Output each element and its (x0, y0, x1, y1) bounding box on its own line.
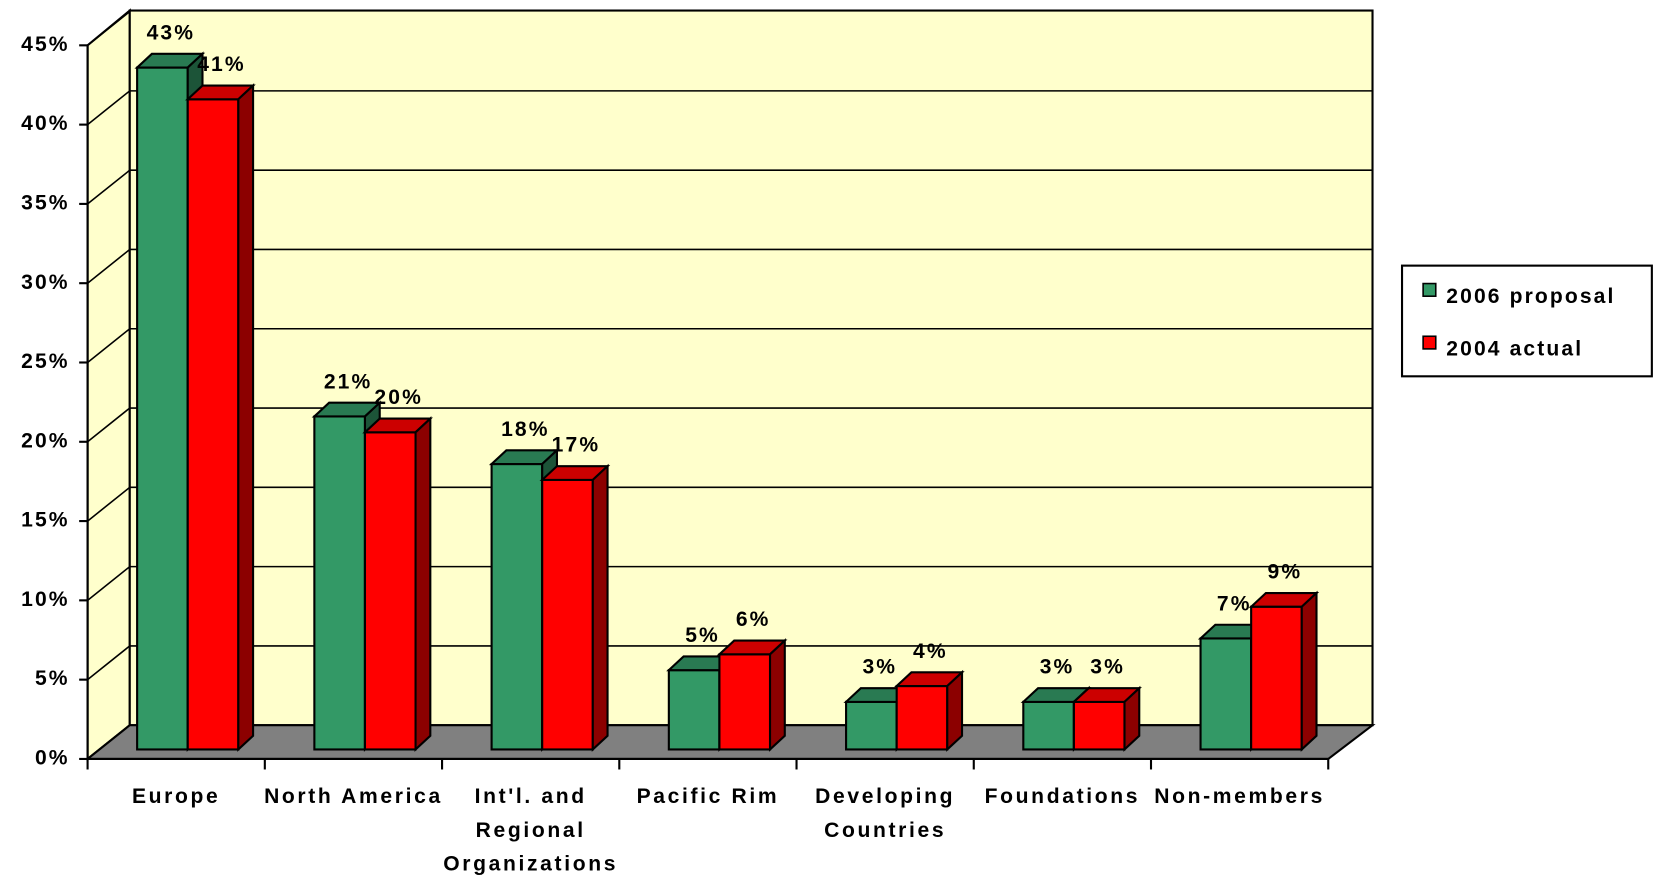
bar-front (1022, 700, 1075, 751)
bar-side (1123, 685, 1141, 752)
data-label: 20% (374, 386, 423, 409)
y-tick-label: 5% (35, 667, 70, 690)
y-tick-label: 30% (21, 271, 70, 294)
bar-front (895, 684, 949, 751)
x-label-box: Pacific Rim (636, 785, 780, 809)
x-tick-label: Foundations (984, 785, 1141, 809)
grid-line-side (87, 90, 131, 126)
y-tick-label: 10% (21, 588, 70, 611)
bar (185, 83, 256, 752)
bar-side (946, 669, 964, 752)
data-label: 17% (552, 434, 601, 457)
grid-line-side (87, 10, 131, 46)
x-tick-label: North America (264, 785, 443, 809)
legend-label: 2006 proposal (1446, 285, 1615, 308)
bar (539, 463, 611, 752)
bar-front (1072, 700, 1126, 751)
x-label-box: Int'l. and Regional Organizations (443, 785, 619, 876)
bar (362, 416, 433, 752)
bar-front (1199, 637, 1253, 751)
x-label-box: Europe (131, 785, 221, 809)
bar-side (414, 416, 432, 752)
bars (134, 51, 1320, 752)
x-tick-label: Europe (131, 785, 221, 809)
bar-front (136, 66, 189, 751)
grid-line-side (87, 328, 131, 364)
x-label-box: Foundations (984, 785, 1141, 809)
bar-front (667, 669, 721, 751)
y-tick-label: 35% (21, 191, 70, 214)
x-label-box: North America (264, 785, 443, 809)
grid-line-side (87, 486, 131, 522)
bar-front (313, 415, 367, 751)
bar-front (718, 653, 772, 751)
bar-front (363, 431, 417, 751)
grid-line-side (87, 566, 131, 601)
bar-front (1250, 605, 1303, 751)
bar (1071, 685, 1142, 752)
y-tick-label: 45% (21, 33, 70, 56)
bar-side (1300, 590, 1318, 752)
y-tick-label: 25% (21, 350, 70, 373)
x-tick-label: Non-members (1154, 785, 1325, 809)
left-wall (86, 8, 131, 762)
legend-items: 2006 proposal 2004 actual (1422, 282, 1615, 361)
bar-front (541, 478, 594, 751)
x-tick-label: Pacific Rim (636, 785, 780, 809)
y-tick-label: 20% (21, 429, 70, 452)
bar-front (490, 462, 544, 751)
data-label: 4% (913, 640, 948, 663)
data-label: 5% (685, 624, 720, 647)
grid-line-side (87, 248, 131, 284)
bar (716, 638, 788, 752)
data-label: 21% (324, 370, 373, 393)
legend (1400, 264, 1653, 378)
grid-line-side (87, 169, 131, 205)
legend-swatch (1422, 335, 1437, 350)
bar-side (237, 83, 255, 752)
data-label: 3% (862, 656, 897, 679)
data-label: 18% (501, 418, 550, 441)
x-tick-label: Int'l. and Regional Organizations (443, 785, 619, 876)
data-label: 41% (197, 53, 246, 76)
legend-swatch (1422, 282, 1437, 297)
data-label: 3% (1040, 656, 1075, 679)
x-label-box: Developing Countries (815, 785, 956, 843)
bar-front (845, 700, 898, 751)
y-tick-label: 0% (35, 747, 70, 770)
data-label: 9% (1268, 561, 1303, 584)
data-label: 43% (147, 21, 196, 44)
x-label-box: Non-members (1154, 785, 1325, 809)
legend-label: 2004 actual (1446, 338, 1583, 361)
grid-line-side (87, 645, 131, 681)
bar (1248, 590, 1320, 752)
bar-side (768, 638, 786, 752)
bar-front (186, 98, 240, 751)
data-label: 3% (1090, 656, 1125, 679)
data-label: 7% (1217, 592, 1252, 615)
grid-line-side (87, 407, 131, 443)
x-tick-label: Developing Countries (815, 785, 956, 843)
y-tick-label: 40% (21, 112, 70, 135)
data-label: 6% (736, 608, 771, 631)
y-tick-label: 15% (21, 509, 70, 532)
bar-side (591, 463, 609, 752)
bar (893, 669, 965, 752)
